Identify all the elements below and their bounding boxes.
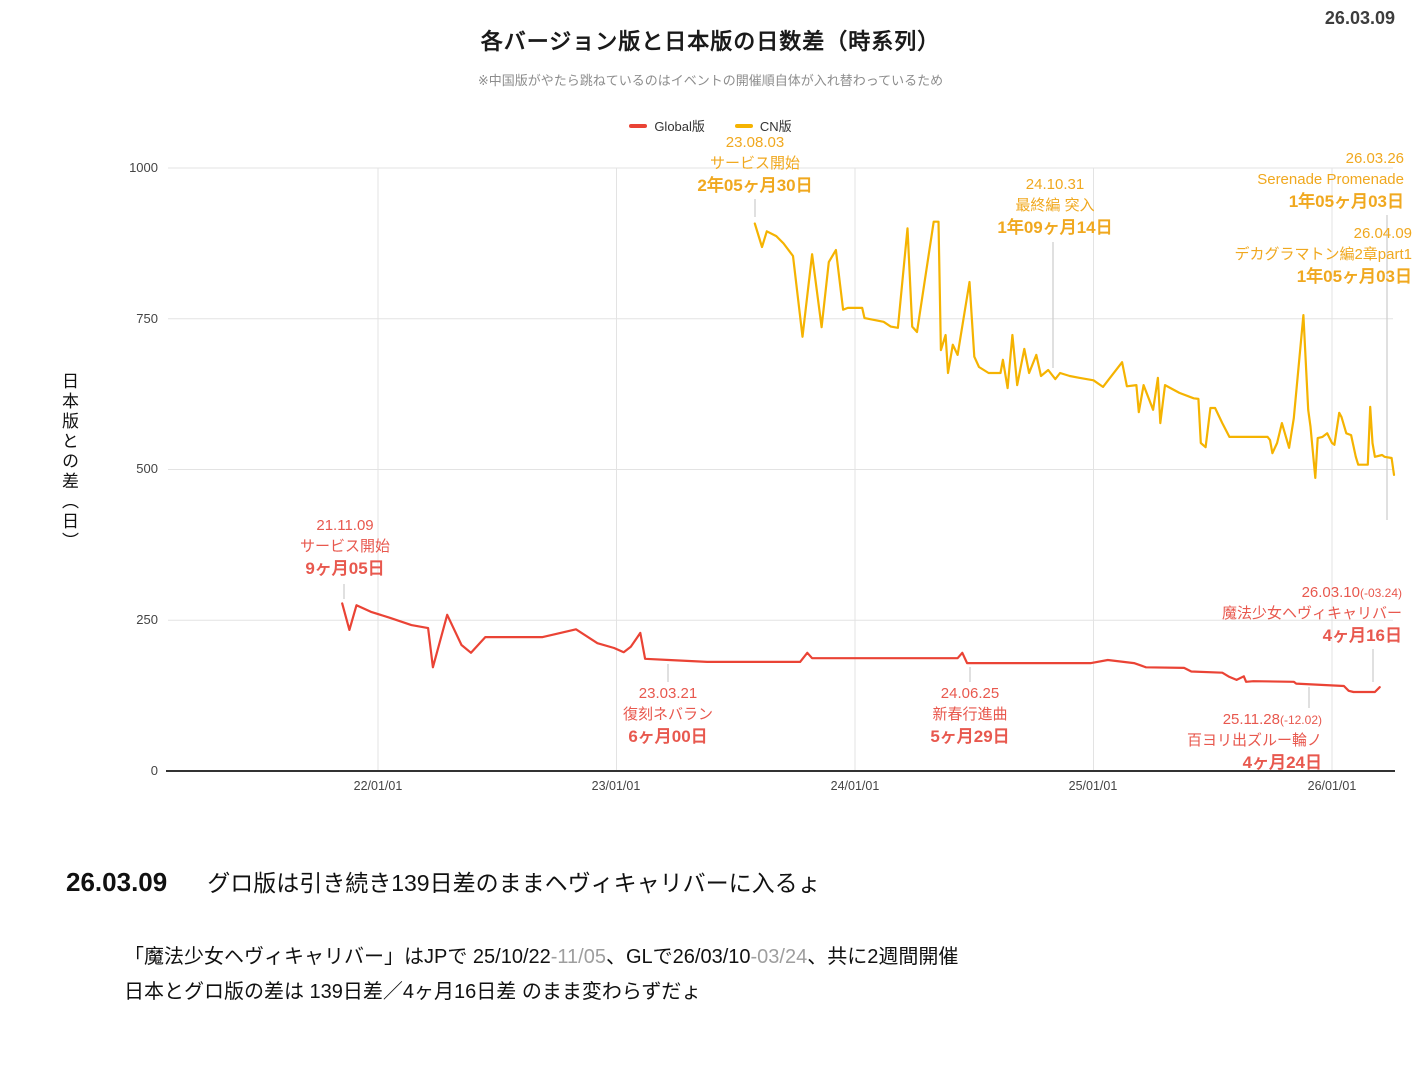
annotation-leader-lines xyxy=(343,199,1388,708)
footer-paragraph: 「魔法少女ヘヴィキャリバー」はJPで 25/10/22-11/05、GLで26/… xyxy=(124,940,958,1010)
annotation-date: 26.04.09 xyxy=(1353,225,1412,242)
annotation-label: Serenade Promenade xyxy=(1257,170,1404,188)
annotation-label: 最終編 突入 xyxy=(1015,196,1095,214)
annotation-date: 23.03.21 xyxy=(638,685,698,702)
annotation-value: 1年05ヶ月03日 xyxy=(1288,192,1404,212)
annotation-date-main: 26.03.10 xyxy=(1301,584,1360,601)
note-segment-gray: -03/24 xyxy=(750,946,808,968)
y-tick-250: 250 xyxy=(136,612,158,627)
annotation-cn-decagrammaton: 26.04.09 デカグラマトン編2章part1 1年05ヶ月03日 xyxy=(1150,224,1412,289)
annotation-value: 2年05ヶ月30日 xyxy=(697,176,813,196)
legend-item-global: Global版 xyxy=(629,116,705,135)
annotation-cn-service-start: 23.08.03 サービス開始 2年05ヶ月30日 xyxy=(630,133,880,198)
footer-note-line1: 「魔法少女ヘヴィキャリバー」はJPで 25/10/22-11/05、GLで26/… xyxy=(124,940,958,975)
note-segment: 「魔法少女ヘヴィキャリバー」はJPで 25/10/22 xyxy=(124,946,551,968)
annotation-label: 新春行進曲 xyxy=(932,705,1008,723)
annotation-gl-new-year-march: 24.06.25 新春行進曲 5ヶ月29日 xyxy=(845,684,1095,749)
annotation-gl-service-start: 21.11.09 サービス開始 9ヶ月05日 xyxy=(220,516,470,581)
footer-heading: 26.03.09 グロ版は引き続き139日差のままヘヴィキャリバーに入るょ xyxy=(66,864,821,898)
annotation-cn-final-arc: 24.10.31 最終編 突入 1年09ヶ月14日 xyxy=(930,175,1180,240)
note-segment: 、GLで26/03/10 xyxy=(605,946,751,968)
legend-item-cn: CN版 xyxy=(734,116,792,135)
annotation-date-suffix: (-12.02) xyxy=(1279,713,1322,727)
y-axis-title: 日本版との差（日） xyxy=(59,372,78,552)
annotation-date: 25.11.28(-12.02) xyxy=(1072,710,1322,731)
legend-label-cn: CN版 xyxy=(759,119,792,134)
annotation-gl-heavy-caliber: 26.03.10(-03.24) 魔法少女ヘヴィキャリバー 4ヶ月16日 xyxy=(1150,583,1402,648)
footer-note-line2: 日本とグロ版の差は 139日差／4ヶ月16日差 のまま変わらずだょ xyxy=(124,981,702,1003)
chart-title: 各バージョン版と日本版の日数差（時系列） xyxy=(480,29,941,54)
annotation-cn-serenade: 26.03.26 Serenade Promenade 1年05ヶ月03日 xyxy=(1154,149,1404,214)
annotation-label: 復刻ネバラン xyxy=(622,705,713,723)
annotation-label: 百ヨリ出ズルー輪ノ xyxy=(1186,731,1322,749)
annotation-label: 魔法少女ヘヴィキャリバー xyxy=(1221,604,1402,622)
annotation-date: 21.11.09 xyxy=(316,517,374,534)
x-tick-24: 24/01/01 xyxy=(830,779,880,793)
annotation-value: 6ヶ月00日 xyxy=(628,727,708,747)
annotation-value: 4ヶ月24日 xyxy=(1242,753,1322,773)
chart-subtitle: ※中国版がやたら跳ねているのはイベントの開催順自体が入れ替わっているため xyxy=(477,73,944,88)
line-chart-plot xyxy=(166,167,1396,772)
annotation-label: デカグラマトン編2章part1 xyxy=(1234,245,1412,263)
annotation-date: 26.03.26 xyxy=(1345,150,1404,167)
annotation-value: 1年05ヶ月03日 xyxy=(1296,267,1412,287)
annotation-label: サービス開始 xyxy=(709,154,800,172)
x-tick-26: 26/01/01 xyxy=(1307,779,1357,793)
annotation-value: 1年09ヶ月14日 xyxy=(997,218,1113,238)
global-line-swatch-icon xyxy=(629,123,648,128)
x-tick-23: 23/01/01 xyxy=(591,779,641,793)
annotation-gl-hyakuyori: 25.11.28(-12.02) 百ヨリ出ズルー輪ノ 4ヶ月24日 xyxy=(1072,710,1322,775)
global-series-line xyxy=(341,602,1381,694)
annotation-gl-nebaran: 23.03.21 復刻ネバラン 6ヶ月00日 xyxy=(543,684,793,749)
annotation-value: 4ヶ月16日 xyxy=(1322,626,1402,646)
annotation-date: 26.03.10(-03.24) xyxy=(1150,583,1402,604)
footer-heading-text: グロ版は引き続き139日差のままヘヴィキャリバーに入るょ xyxy=(207,870,821,896)
note-segment: 、共に2週間開催 xyxy=(807,946,959,968)
x-tick-22: 22/01/01 xyxy=(353,779,403,793)
note-segment-gray: -11/05 xyxy=(550,946,606,968)
y-tick-0: 0 xyxy=(150,763,158,778)
annotation-date: 23.08.03 xyxy=(725,134,785,151)
x-tick-25: 25/01/01 xyxy=(1068,779,1118,793)
corner-date: 26.03.09 xyxy=(1324,8,1395,28)
annotation-value: 5ヶ月29日 xyxy=(930,727,1010,747)
legend-label-global: Global版 xyxy=(654,119,705,134)
chart-legend: Global版 CN版 xyxy=(0,116,1421,135)
y-tick-1000: 1000 xyxy=(129,160,158,175)
annotation-date-suffix: (-03.24) xyxy=(1359,586,1402,600)
annotation-label: サービス開始 xyxy=(299,537,390,555)
cn-line-swatch-icon xyxy=(734,123,753,128)
annotation-value: 9ヶ月05日 xyxy=(305,559,385,579)
annotation-date-main: 25.11.28 xyxy=(1222,711,1280,728)
annotation-date: 24.10.31 xyxy=(1025,176,1085,193)
annotation-date: 24.06.25 xyxy=(940,685,1000,702)
y-tick-500: 500 xyxy=(136,461,158,476)
cn-series-line xyxy=(753,220,1396,479)
y-tick-750: 750 xyxy=(136,311,158,326)
footer-heading-date: 26.03.09 xyxy=(66,867,168,897)
